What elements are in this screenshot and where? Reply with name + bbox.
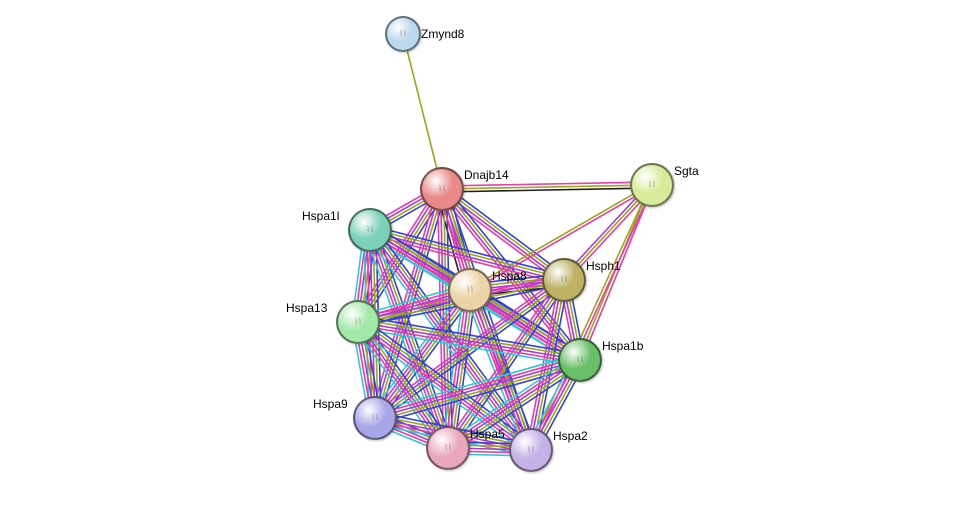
edge-Dnajb14-Sgta-black (442, 188, 652, 192)
edge-Hspa1b-Hspa9-pink (374, 357, 579, 415)
network-canvas: ⌇⌇ Zmynd8 ⌇⌇ Dnajb14 ⌇⌇ Sgta ⌇⌇ Hspa1l ⌇⌇ Hspa8 ⌇⌇… (0, 0, 975, 521)
protein-structure-icon: ⌇⌇ (354, 318, 362, 326)
edge-Dnajb14-Hspa5-pink (438, 189, 444, 448)
edge-Hspa8-Hspa9-blue (380, 294, 475, 422)
edge-Hspa13-Hspa1b-cyan (357, 328, 579, 366)
node-label-hspa1b: Hspa1b (602, 339, 643, 353)
edge-Hspa1l-Hspa2-blue (375, 227, 536, 447)
node-label-dnajb14: Dnajb14 (464, 168, 509, 182)
node-hspa8[interactable]: ⌇⌇ (448, 268, 492, 312)
protein-structure-icon: ⌇⌇ (466, 286, 474, 294)
edge-Hspa8-Hspa2-cyan (464, 292, 525, 452)
protein-structure-icon: ⌇⌇ (438, 185, 446, 193)
protein-structure-icon: ⌇⌇ (648, 181, 656, 189)
edge-Hspa8-Hspa2-purple (470, 290, 531, 450)
edge-Sgta-Hspa1b-pink (581, 186, 653, 361)
node-hspa2[interactable]: ⌇⌇ (509, 428, 553, 472)
edge-Sgta-Hspa2-olive (530, 184, 651, 449)
node-label-hspa5: Hspa5 (470, 427, 505, 441)
protein-structure-icon: ⌇⌇ (560, 276, 568, 284)
node-label-hsph1: Hsph1 (586, 259, 621, 273)
edge-Zmynd8-Dnajb14-olive (403, 34, 442, 189)
edge-Sgta-Hspa1b-olive (579, 184, 651, 359)
node-hsph1[interactable]: ⌇⌇ (542, 258, 586, 302)
node-hspa13[interactable]: ⌇⌇ (336, 300, 380, 344)
node-label-hspa2: Hspa2 (553, 429, 588, 443)
node-label-hspa9: Hspa9 (313, 397, 348, 411)
edge-Dnajb14-Hspa2-purple (441, 190, 530, 451)
edge-Dnajb14-Hspa2-blue (446, 188, 535, 449)
edge-Hspa8-Hspa5-blue (454, 291, 476, 449)
edge-Dnajb14-Hspa5-purple (441, 189, 447, 448)
edges-layer (0, 0, 975, 521)
edge-Dnajb14-Hspa5-olive (444, 189, 450, 448)
edge-Hspa1b-Hspa9-olive (376, 363, 581, 421)
node-label-zmynd8: Zmynd8 (421, 27, 464, 41)
node-label-hspa1l: Hspa1l (302, 209, 339, 223)
node-sgta[interactable]: ⌇⌇ (630, 163, 674, 207)
edge-Hspa8-Hspa5-cyan (442, 289, 464, 447)
edge-Hspa8-Hspa9-cyan (370, 286, 465, 414)
edge-Hspa1b-Hspa9-cyan (373, 354, 578, 412)
node-dnajb14[interactable]: ⌇⌇ (420, 167, 464, 211)
edge-Hspa8-Hspa5-purple (448, 290, 470, 448)
protein-structure-icon: ⌇⌇ (444, 444, 452, 452)
node-hspa1b[interactable]: ⌇⌇ (558, 338, 602, 382)
edge-Hspa13-Hspa1b-purple (358, 322, 580, 360)
edge-Dnajb14-Hspa2-pink (438, 191, 527, 452)
edge-Hspa8-Hspa9-pink (373, 288, 468, 416)
node-zmynd8[interactable]: ⌇⌇ (385, 16, 421, 52)
edge-Dnajb14-Hspa5-blue (447, 189, 453, 448)
edge-Hspa8-Hspa5-olive (451, 290, 473, 448)
edge-Hspa13-Hspa1b-blue (359, 316, 581, 354)
edge-Dnajb14-Sgta-pink (442, 182, 652, 186)
node-hspa9[interactable]: ⌇⌇ (353, 396, 397, 440)
protein-structure-icon: ⌇⌇ (399, 30, 407, 38)
edge-Hspa8-Hspa2-blue (476, 288, 537, 448)
node-label-sgta: Sgta (674, 164, 699, 178)
edge-Hspa1b-Hspa9-blue (377, 366, 582, 424)
protein-structure-icon: ⌇⌇ (366, 226, 374, 234)
edge-Hspa8-Hspa2-pink (467, 291, 528, 451)
edge-Sgta-Hspa2-pink (532, 186, 653, 451)
node-hspa5[interactable]: ⌇⌇ (426, 426, 470, 470)
node-hspa1l[interactable]: ⌇⌇ (348, 208, 392, 252)
edge-Hspa13-Hspa1b-olive (359, 319, 581, 357)
edge-Hspa8-Hspa2-olive (473, 289, 534, 449)
protein-structure-icon: ⌇⌇ (527, 446, 535, 454)
protein-structure-icon: ⌇⌇ (371, 414, 379, 422)
edge-Hspa8-Hspa9-olive (377, 292, 472, 420)
edge-Hspa8-Hspa5-pink (445, 290, 467, 448)
edge-Hsph1-Hspa2-pink (527, 279, 560, 449)
edge-Hspa13-Hspa1b-pink (358, 325, 580, 363)
node-label-hspa13: Hspa13 (286, 301, 327, 315)
edge-Hspa8-Hspa9-purple (375, 290, 470, 418)
edge-Dnajb14-Sgta-olive (442, 185, 652, 189)
edge-Hspa1b-Hspa5-cyan (445, 355, 577, 443)
protein-structure-icon: ⌇⌇ (576, 356, 584, 364)
edge-Hspa1b-Hspa5-pink (446, 358, 578, 446)
edge-Hspa1b-Hspa9-purple (375, 360, 580, 418)
edge-Dnajb14-Hspa2-olive (443, 189, 532, 450)
edge-Dnajb14-Hspa13-pink (354, 187, 438, 320)
node-label-hspa8: Hspa8 (492, 269, 527, 283)
